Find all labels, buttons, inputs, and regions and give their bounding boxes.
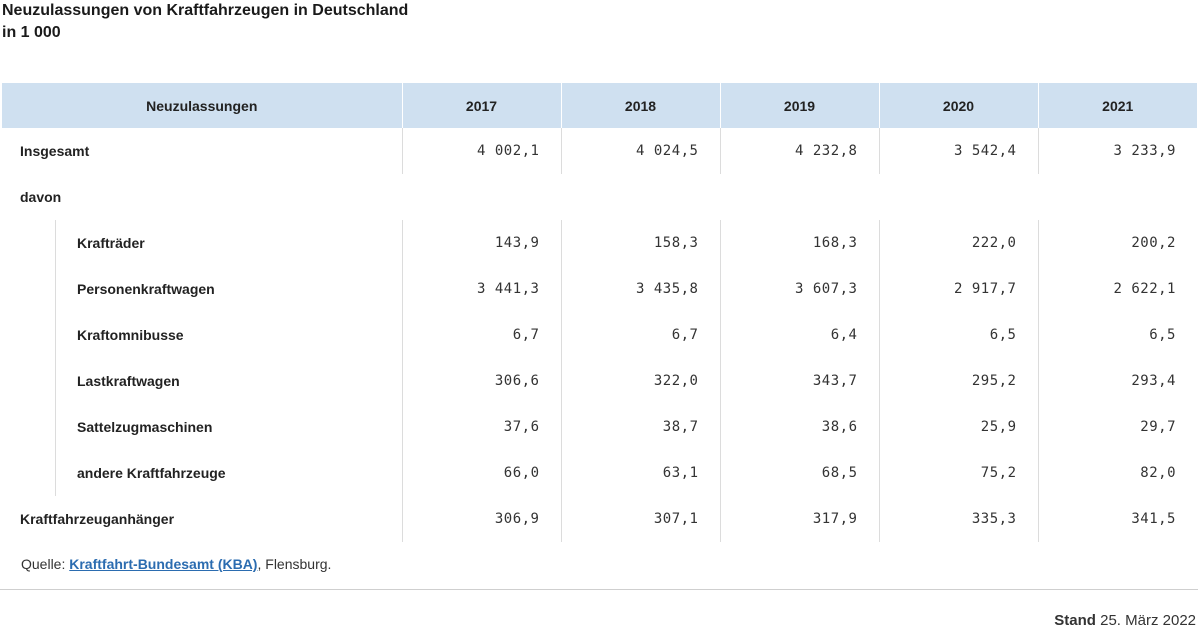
- table-cell: 158,3: [561, 220, 721, 266]
- table-cell: 295,2: [879, 358, 1039, 404]
- table-row: Kraftomnibusse 6,7 6,7 6,4 6,5 6,5: [2, 312, 1197, 358]
- title-line-1: Neuzulassungen von Kraftfahrzeugen in De…: [2, 2, 409, 19]
- row-label: Krafträder: [55, 220, 402, 266]
- source-prefix: Quelle:: [21, 556, 70, 572]
- table-cell: 4 232,8: [720, 128, 880, 174]
- table-cell: 6,5: [1149, 327, 1176, 343]
- source-suffix: , Flensburg.: [257, 556, 332, 572]
- table-cell: 3 233,9: [1113, 143, 1176, 159]
- table-cell: 335,3: [879, 496, 1039, 542]
- table-cell: 343,7: [720, 358, 880, 404]
- table-cell: 2 917,7: [879, 266, 1039, 312]
- table-cell: 4 024,5: [561, 128, 721, 174]
- header-neuzulassungen: Neuzulassungen: [2, 83, 403, 128]
- table-cell: 307,1: [561, 496, 721, 542]
- table-cell: 341,5: [1131, 511, 1176, 527]
- table-cell: 2 622,1: [1113, 281, 1176, 297]
- row-label: Insgesamt: [2, 128, 403, 174]
- row-label: Kraftomnibusse: [55, 312, 402, 358]
- header-2019: 2019: [720, 83, 880, 128]
- header-2020: 2020: [879, 83, 1039, 128]
- table-cell: 306,9: [402, 496, 562, 542]
- table-cell: 6,7: [402, 312, 562, 358]
- table-cell: 222,0: [879, 220, 1039, 266]
- table-row: Lastkraftwagen 306,6 322,0 343,7 295,2 2…: [2, 358, 1197, 404]
- row-label: Lastkraftwagen: [55, 358, 402, 404]
- table-cell: 200,2: [1131, 235, 1176, 251]
- table-cell: 306,6: [402, 358, 562, 404]
- table-cell: 38,7: [561, 404, 721, 450]
- header-2017: 2017: [402, 83, 562, 128]
- table-cell: 3 542,4: [879, 128, 1039, 174]
- table-cell: 293,4: [1131, 373, 1176, 389]
- table-cell: 25,9: [879, 404, 1039, 450]
- table-row: Insgesamt 4 002,1 4 024,5 4 232,8 3 542,…: [2, 128, 1197, 174]
- table-cell: 66,0: [402, 450, 562, 496]
- table-cell: 143,9: [402, 220, 562, 266]
- table-cell: 38,6: [720, 404, 880, 450]
- header-2018: 2018: [561, 83, 721, 128]
- table-row: andere Kraftfahrzeuge 66,0 63,1 68,5 75,…: [2, 450, 1197, 496]
- table-cell: 3 607,3: [720, 266, 880, 312]
- title-line-2: in 1 000: [2, 24, 61, 41]
- table-row: Sattelzugmaschinen 37,6 38,7 38,6 25,9 2…: [2, 404, 1197, 450]
- table-cell: 6,5: [879, 312, 1039, 358]
- table-cell: 4 002,1: [402, 128, 562, 174]
- source-note: Quelle: Kraftfahrt-Bundesamt (KBA), Flen…: [21, 556, 331, 572]
- table-cell: 3 435,8: [561, 266, 721, 312]
- table-cell: 29,7: [1140, 419, 1176, 435]
- table-row: davon: [2, 174, 1197, 220]
- stand-label: Stand: [1054, 612, 1096, 629]
- table-cell: 6,4: [720, 312, 880, 358]
- table-row: Kraftfahrzeuganhänger 306,9 307,1 317,9 …: [2, 496, 1197, 542]
- footer-divider: [0, 589, 1198, 590]
- table-cell: 68,5: [720, 450, 880, 496]
- row-label: Personenkraftwagen: [55, 266, 402, 312]
- table-cell: 168,3: [720, 220, 880, 266]
- table-cell: 63,1: [561, 450, 721, 496]
- table-cell: 317,9: [720, 496, 880, 542]
- registrations-table: Neuzulassungen 2017 2018 2019 2020 2021 …: [2, 83, 1197, 542]
- row-label: Kraftfahrzeuganhänger: [2, 496, 403, 542]
- header-2021: 2021: [1038, 83, 1197, 128]
- table-cell: 75,2: [879, 450, 1039, 496]
- row-label: andere Kraftfahrzeuge: [55, 450, 402, 496]
- table-row: Krafträder 143,9 158,3 168,3 222,0 200,2: [2, 220, 1197, 266]
- row-label: davon: [20, 189, 62, 205]
- table-cell: 37,6: [402, 404, 562, 450]
- stand-value: 25. März 2022: [1100, 612, 1196, 629]
- table-cell: 6,7: [561, 312, 721, 358]
- table-header-row: Neuzulassungen 2017 2018 2019 2020 2021: [2, 83, 1197, 128]
- table-cell: 322,0: [561, 358, 721, 404]
- row-label: Sattelzugmaschinen: [55, 404, 402, 450]
- table-cell: 82,0: [1140, 465, 1176, 481]
- source-link-kba[interactable]: Kraftfahrt-Bundesamt (KBA): [69, 556, 258, 572]
- table-row: Personenkraftwagen 3 441,3 3 435,8 3 607…: [2, 266, 1197, 312]
- table-cell: 3 441,3: [402, 266, 562, 312]
- page-title: Neuzulassungen von Kraftfahrzeugen in De…: [2, 0, 408, 44]
- stand-date: Stand 25. März 2022: [1054, 612, 1196, 629]
